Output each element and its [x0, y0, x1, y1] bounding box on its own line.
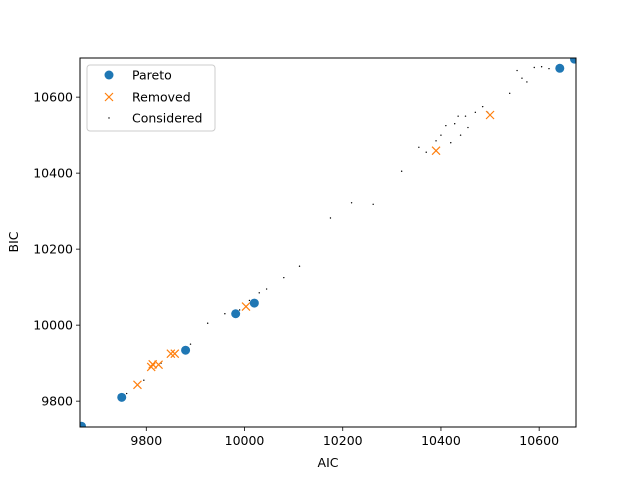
considered-point [481, 105, 484, 108]
removed-point [241, 302, 251, 311]
legend-considered-marker [108, 117, 110, 119]
considered-point [350, 202, 353, 204]
considered-point [509, 92, 511, 95]
x-tick-label: 10000 [225, 433, 265, 448]
pareto-point [117, 392, 127, 402]
considered-point [454, 123, 456, 125]
considered-point [464, 115, 467, 117]
legend-pareto-label: Pareto [132, 68, 172, 83]
considered-point [143, 379, 145, 381]
considered-point [516, 69, 518, 72]
pareto-point [570, 58, 576, 64]
considered-point [459, 134, 462, 136]
considered-point [206, 322, 209, 324]
considered-point [467, 126, 469, 129]
considered-point [445, 124, 447, 127]
considered-point [298, 265, 301, 267]
y-tick-label: 10400 [33, 166, 73, 181]
considered-point [418, 146, 420, 149]
considered-point [425, 151, 427, 153]
considered-point [258, 292, 260, 294]
considered-point [224, 313, 226, 315]
pareto-point [249, 298, 259, 308]
y-tick-label: 10200 [33, 242, 73, 257]
data-marks [80, 58, 576, 427]
considered-point [533, 66, 535, 69]
legend-removed-marker [104, 92, 114, 102]
considered-point [521, 77, 523, 79]
axes: 9800 10000 10200 10400 10600 9800 10000 10200 10… [33, 90, 559, 448]
removed-point [170, 349, 180, 359]
y-axis-label: BIC [6, 231, 21, 252]
considered-point [435, 140, 437, 142]
considered-point [540, 66, 543, 68]
considered-point [400, 170, 403, 172]
legend-removed-label: Removed [132, 90, 191, 105]
legend-frame [86, 64, 216, 132]
pareto-point [181, 345, 191, 355]
pareto-point [231, 309, 241, 319]
x-tick-label: 10400 [421, 433, 461, 448]
pareto-point [555, 63, 565, 73]
pareto-point [80, 421, 86, 427]
considered-point [372, 203, 374, 206]
x-tick-label: 10200 [323, 433, 363, 448]
removed-point [166, 349, 176, 359]
considered-point [474, 111, 477, 114]
considered-point [450, 142, 452, 144]
x-axis-label: AIC [318, 455, 339, 470]
legend-pareto-marker [104, 70, 114, 80]
removed-point [431, 146, 441, 156]
x-tick-label: 10600 [519, 433, 559, 448]
considered-point [457, 115, 459, 117]
removed-point [133, 380, 142, 390]
removed-point [154, 360, 163, 370]
considered-point [548, 67, 550, 70]
considered-point [265, 288, 268, 290]
considered-point [329, 217, 332, 219]
removed-point [146, 362, 156, 372]
y-tick-label: 9800 [41, 394, 73, 409]
removed-point [485, 110, 495, 120]
plot-frame [79, 57, 577, 428]
considered-point [526, 81, 528, 83]
considered-point [248, 299, 251, 302]
considered-point [125, 392, 128, 395]
legend: Pareto Removed Considered [86, 64, 216, 132]
legend-considered-label: Considered [132, 111, 202, 126]
x-tick-label: 9800 [130, 433, 162, 448]
considered-point [238, 309, 241, 311]
considered-point [440, 134, 442, 136]
y-tick-label: 10000 [33, 318, 73, 333]
y-tick-label: 10600 [33, 90, 73, 105]
considered-point [189, 343, 192, 345]
considered-point [283, 276, 285, 279]
